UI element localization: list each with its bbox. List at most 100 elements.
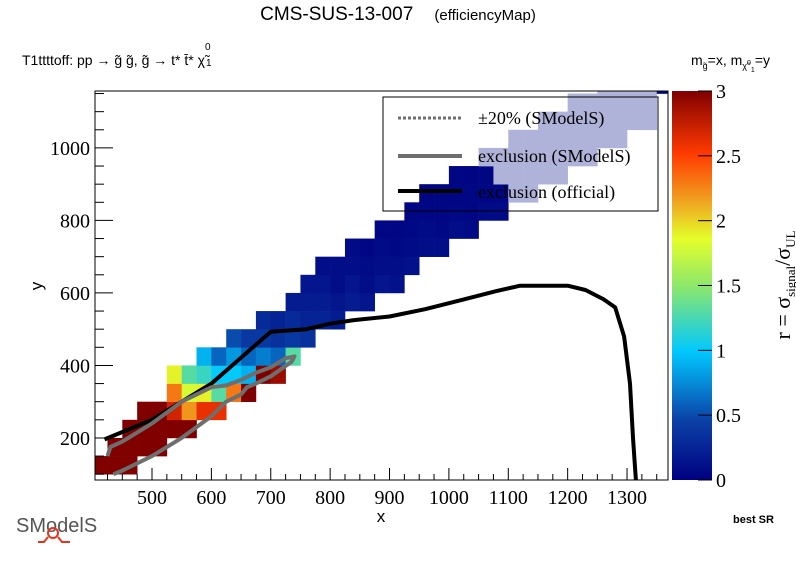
heatmap-cell xyxy=(478,147,494,167)
heatmap-cell xyxy=(612,91,628,94)
heatmap-cell xyxy=(597,111,613,131)
heatmap-cell xyxy=(270,311,286,330)
plot-frame xyxy=(94,90,669,481)
heatmap-cell xyxy=(463,166,479,185)
heatmap-cell xyxy=(567,111,583,131)
heatmap-cell xyxy=(255,347,272,366)
x-axis-label: x xyxy=(377,507,386,526)
y-axis: 200 400 600 800 1000 xyxy=(50,93,113,475)
heatmap-cell xyxy=(285,329,301,348)
heatmap-cell xyxy=(344,292,361,312)
axes-note-sub1: g̃ xyxy=(702,60,708,71)
heatmap-cell xyxy=(597,129,613,149)
axes-note-suffix: =y xyxy=(754,52,770,68)
axes-note-sub2-sub: 1 xyxy=(750,66,755,74)
heatmap-cell xyxy=(537,129,554,149)
heatmap-cell xyxy=(641,111,658,131)
heatmap-cell xyxy=(656,91,668,94)
axes-note-sub2-chi: χ̃ xyxy=(742,60,747,71)
smodels-exclusion-line xyxy=(105,354,297,477)
axes-note-prefix: m xyxy=(690,52,703,68)
x-tick-label: 1200 xyxy=(548,487,588,509)
heatmap-cell xyxy=(374,274,390,294)
heatmap-cell xyxy=(597,93,613,112)
heatmap-cell xyxy=(478,166,494,185)
heatmap-cell xyxy=(493,166,509,185)
z-tick-label: 0.5 xyxy=(716,405,741,427)
z-label-main: r = σ xyxy=(770,297,795,340)
heatmap-cell xyxy=(434,238,450,257)
y-tick-label: 400 xyxy=(60,355,90,377)
heatmap-cell xyxy=(285,311,301,330)
heatmap-cell xyxy=(122,437,138,457)
y-tick-label: 1000 xyxy=(50,138,90,160)
heatmap-cell xyxy=(582,147,598,167)
z-tick-label: 2 xyxy=(716,211,726,233)
heatmap-cell xyxy=(166,365,182,384)
y-axis-label: y xyxy=(27,281,46,290)
x-tick-label: 500 xyxy=(137,487,167,509)
heatmap-cell xyxy=(374,238,390,257)
heatmap-cell xyxy=(627,93,643,112)
heatmap-cell xyxy=(523,129,539,149)
heatmap-cell xyxy=(344,274,361,294)
heatmap-cell xyxy=(389,256,405,276)
heatmap-cell xyxy=(389,220,405,239)
heatmap-cell xyxy=(359,292,375,312)
heatmap-cell xyxy=(612,129,628,149)
heatmap-cell xyxy=(315,274,331,294)
heatmap-cell xyxy=(300,329,316,348)
axes-note-mid: =x, m xyxy=(707,52,743,68)
z-tick-label: 1.5 xyxy=(716,276,741,298)
process-label: T1ttttoff: pp → g̃ g̃, g̃ → t* t̄* χ̃ 0 1 xyxy=(22,42,212,69)
heatmap-cell xyxy=(627,91,643,94)
heatmap-cell xyxy=(448,184,465,203)
process-text: T1ttttoff: pp → g̃ g̃, g̃ → t* t̄* χ̃ xyxy=(22,52,205,68)
logo-vertex-icon xyxy=(47,527,59,539)
heatmap-cell xyxy=(330,274,346,294)
axes-note-sub2-sup: 0 xyxy=(747,59,751,67)
heatmap-cell xyxy=(241,329,257,348)
heatmap-cell xyxy=(567,147,583,167)
z-axis-label-text: r = σsignal/σUL xyxy=(770,230,796,339)
heatmap-cell xyxy=(152,419,168,439)
heatmap-cell xyxy=(567,129,583,149)
heatmap-cell xyxy=(448,166,465,185)
heatmap-cell xyxy=(552,147,568,167)
heatmap-cell xyxy=(404,202,420,221)
process-sup: 0 xyxy=(204,42,211,53)
heatmap-cell xyxy=(137,401,153,421)
heatmap-cell xyxy=(463,220,479,239)
heatmap-cell xyxy=(641,91,658,94)
heatmap-cell xyxy=(567,93,583,112)
heatmap-cell xyxy=(330,292,346,312)
heatmap-cell xyxy=(270,329,286,348)
heatmap-cell xyxy=(552,129,568,149)
logo-text: SModelS xyxy=(16,515,97,537)
heatmap-cell xyxy=(537,166,554,185)
heatmap-cell xyxy=(582,93,598,112)
heatmap-cell xyxy=(181,365,197,384)
heatmap-cell xyxy=(523,166,539,185)
legend-label-0: ±20% (SModelS) xyxy=(478,108,604,129)
process-sub: 1 xyxy=(205,58,212,69)
heatmap-cell xyxy=(552,111,568,131)
z-tick-label: 0 xyxy=(716,470,726,492)
heatmap-cell xyxy=(211,347,227,366)
heatmap-cell xyxy=(166,383,182,402)
heatmap-cell xyxy=(419,202,435,221)
smodels-logo: SModelS xyxy=(8,506,118,548)
z-tick-label: 3 xyxy=(716,81,726,103)
heatmap-cell xyxy=(389,238,405,257)
heatmap-cell xyxy=(300,311,316,330)
heatmap-cell xyxy=(434,184,450,203)
official-exclusion-line xyxy=(103,283,638,480)
heatmap-cell xyxy=(359,256,375,276)
heatmap-cell xyxy=(552,166,568,185)
heatmap-cell xyxy=(389,274,405,294)
title-subtitle: (efficiencyMap) xyxy=(434,7,536,24)
z-label-slash: /σ xyxy=(770,248,795,266)
x-tick-label: 900 xyxy=(375,487,405,509)
heatmap-cell xyxy=(404,256,420,276)
heatmap-cell xyxy=(330,256,346,276)
